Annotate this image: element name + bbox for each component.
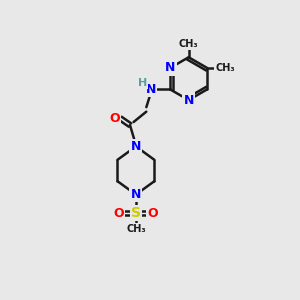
Text: N: N bbox=[131, 140, 141, 153]
Text: N: N bbox=[131, 188, 141, 201]
Text: CH₃: CH₃ bbox=[215, 63, 235, 73]
Text: N: N bbox=[146, 83, 156, 96]
Text: N: N bbox=[165, 61, 175, 74]
Text: O: O bbox=[148, 206, 158, 220]
Text: O: O bbox=[113, 206, 124, 220]
Text: CH₃: CH₃ bbox=[126, 224, 146, 234]
Text: N: N bbox=[184, 94, 194, 106]
Text: H: H bbox=[138, 78, 147, 88]
Text: S: S bbox=[131, 206, 141, 220]
Text: CH₃: CH₃ bbox=[179, 39, 199, 49]
Text: O: O bbox=[109, 112, 120, 125]
